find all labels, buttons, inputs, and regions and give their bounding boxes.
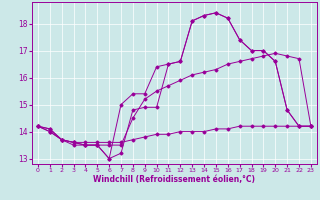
X-axis label: Windchill (Refroidissement éolien,°C): Windchill (Refroidissement éolien,°C) — [93, 175, 255, 184]
